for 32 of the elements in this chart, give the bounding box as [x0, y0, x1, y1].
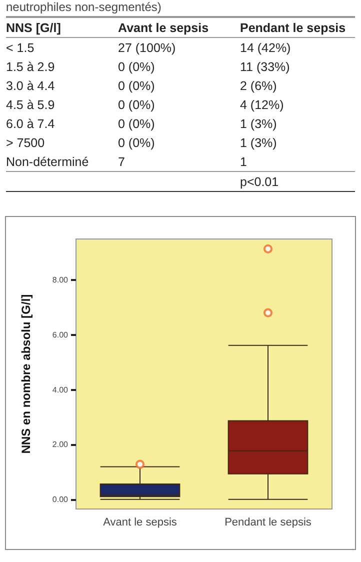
- text: 6.0 à 7.4: [6, 116, 56, 130]
- text: 4.5 à 5.9: [6, 98, 56, 112]
- text: 14 (42%): [240, 40, 292, 54]
- text: p<0.01: [240, 174, 279, 188]
- y-tick-label: 6.00: [52, 330, 69, 340]
- text: 1 (3%): [240, 116, 278, 130]
- text: 0 (0%): [118, 136, 156, 150]
- text: Non-déterminé: [6, 154, 90, 168]
- text: 0 (0%): [118, 78, 156, 92]
- text: 27 (100%): [118, 40, 177, 54]
- text: 7: [118, 154, 126, 168]
- text: < 1.5: [6, 40, 36, 54]
- text: 11 (33%): [240, 60, 291, 74]
- text: 1.5 à 2.9: [6, 60, 56, 74]
- text: 1: [240, 154, 248, 168]
- text: 4 (12%): [240, 98, 285, 112]
- text: 0 (0%): [118, 60, 156, 74]
- y-tick-label: 4.00: [52, 385, 69, 394]
- text: Pendant le sepsis: [240, 20, 347, 34]
- y-tick-label: 0.00: [52, 494, 69, 504]
- text: 0 (0%): [118, 116, 156, 130]
- text: 2 (6%): [240, 78, 278, 92]
- text: NNS [G/l]: [6, 20, 62, 34]
- text: neutrophiles non-segmentés): [6, 0, 162, 16]
- text: 3.0 à 4.4: [6, 78, 56, 92]
- y-axis-title: NNS en nombre absolu [G/l]: [19, 294, 33, 454]
- text: Avant le sepsis: [118, 20, 210, 34]
- text: > 7500: [6, 136, 46, 150]
- text: 0 (0%): [118, 98, 156, 112]
- y-tick-label: 2.00: [52, 440, 69, 450]
- text: 1 (3%): [240, 136, 278, 150]
- y-tick-label: 8.00: [52, 276, 69, 285]
